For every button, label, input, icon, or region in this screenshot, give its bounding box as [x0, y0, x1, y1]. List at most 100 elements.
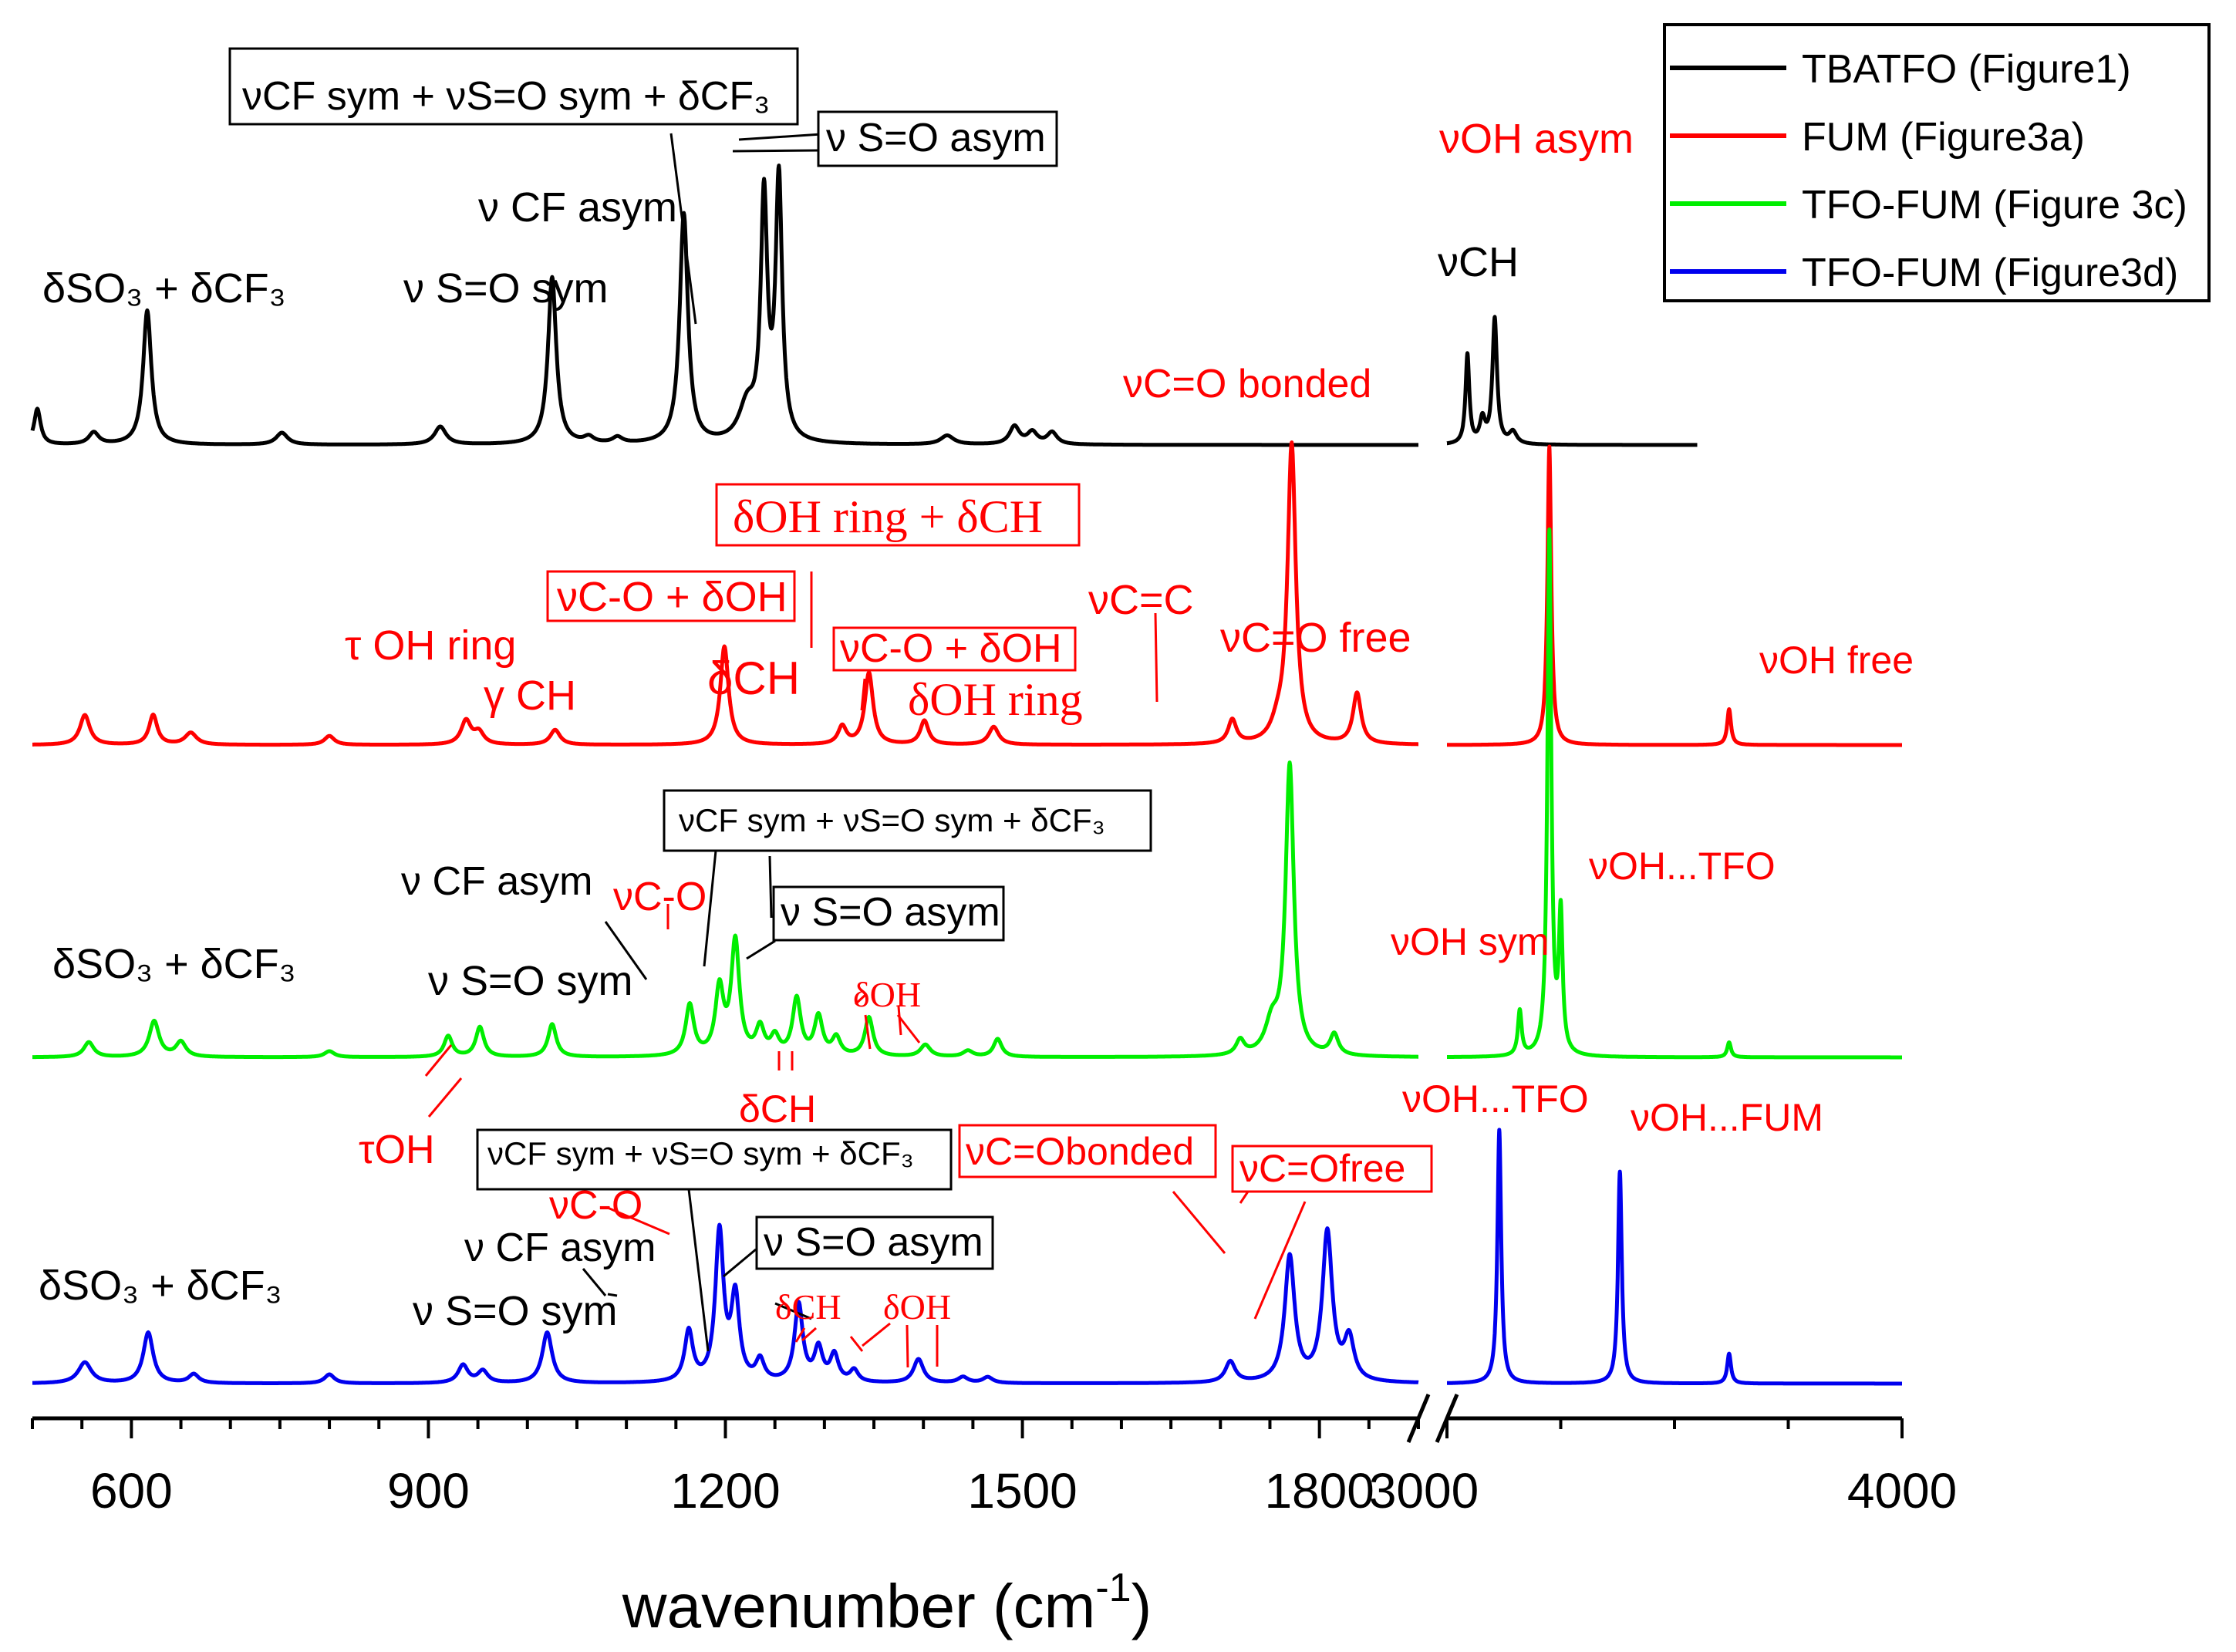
- annotation-35: νC-O: [549, 1183, 642, 1228]
- annotation-38: δSO₃ + δCF₃: [39, 1263, 282, 1309]
- annotation-text: νC=Ofree: [1239, 1147, 1405, 1190]
- annotation-text: ν CF asym: [401, 859, 592, 904]
- annotation-text: δOH ring + δCH: [733, 491, 1043, 542]
- annotation-text: ν CF asym: [464, 1226, 656, 1270]
- series-line-1-part-1: [30, 164, 1420, 447]
- leader-line: [669, 133, 697, 325]
- annotation-box: [832, 626, 1077, 672]
- annotation-19: νCF sym + νS=O sym + δCF₃: [663, 789, 1152, 852]
- annotation-text: δOH: [853, 975, 921, 1014]
- annotation-text: δCH: [707, 652, 800, 704]
- annotation-17: νC=O free: [1220, 615, 1411, 661]
- series-line-3-part-2: [1445, 528, 1904, 1060]
- leader-line: [1172, 1191, 1226, 1254]
- annotation-text: νC=Obonded: [966, 1130, 1194, 1173]
- leader-line: [703, 850, 717, 967]
- annotation-20: ν CF asym: [401, 859, 592, 904]
- tick-label-1800: 1800: [1264, 1463, 1374, 1519]
- annotation-leaders: [424, 133, 1307, 1368]
- annotation-box: [546, 570, 796, 622]
- leader-line: [854, 993, 867, 1006]
- leader-line: [794, 1327, 806, 1343]
- annotation-text: νOH...TFO: [1402, 1077, 1589, 1121]
- annotation-text: νC-O: [549, 1183, 642, 1228]
- annotation-21: νC-O: [613, 875, 707, 919]
- annotation-9: δOH ring + δCH: [715, 483, 1081, 547]
- leader-line: [723, 1248, 757, 1278]
- annotation-text: νOH free: [1759, 639, 1914, 682]
- annotation-31: νOH...FUM: [1631, 1096, 1823, 1139]
- annotation-box: [755, 1215, 994, 1270]
- series-line-1-part-2: [1445, 315, 1699, 447]
- annotation-text: δCH: [775, 1287, 841, 1327]
- annotation-text: νCF sym + νS=O sym + δCF₃: [242, 74, 770, 119]
- annotation-34: νC=Ofree: [1231, 1145, 1433, 1193]
- series-3: [31, 528, 1904, 1060]
- leader-line: [896, 1014, 921, 1043]
- leader-line: [746, 939, 776, 960]
- annotation-37: ν S=O asym: [755, 1215, 994, 1270]
- annotation-30: νOH...TFO: [1402, 1077, 1589, 1121]
- annotation-text: δCH: [739, 1087, 816, 1131]
- annotation-text: τOH: [359, 1128, 435, 1172]
- annotation-text: νCF sym + νS=O sym + δCF₃: [679, 802, 1105, 838]
- annotation-box: [715, 483, 1081, 547]
- leader-line: [424, 1044, 453, 1077]
- series-line-3-part-1: [31, 760, 1420, 1060]
- annotation-8: νC=O bonded: [1123, 362, 1371, 406]
- tick-label-900: 900: [387, 1463, 470, 1519]
- annotation-1: δSO₃ + δCF₃: [42, 265, 286, 312]
- leader-line: [864, 1014, 872, 1050]
- annotation-box: [476, 1128, 953, 1191]
- annotation-18: νOH free: [1759, 639, 1914, 682]
- annotation-22: ν S=O asym: [772, 885, 1005, 942]
- annotation-23: δSO₃ + δCF₃: [52, 941, 296, 987]
- annotation-33: νC=Obonded: [958, 1124, 1217, 1178]
- series-line-4-part-2: [1445, 1128, 1904, 1386]
- annotation-text: νOH sym: [1391, 920, 1550, 963]
- annotation-box: [663, 789, 1152, 852]
- leader-line: [607, 1206, 670, 1236]
- annotation-text: δSO₃ + δCF₃: [42, 265, 286, 312]
- spectra-layer: [30, 164, 1904, 1386]
- annotation-2: ν S=O sym: [403, 265, 609, 312]
- leader-line: [582, 1268, 607, 1296]
- annotation-27: τOH: [359, 1128, 435, 1172]
- annotation-25: δOH: [853, 975, 921, 1014]
- leader-line: [1154, 612, 1158, 703]
- annotation-text: ν S=O sym: [403, 265, 609, 312]
- annotation-box: [772, 885, 1005, 942]
- leader-line: [604, 921, 648, 980]
- annotation-26: δCH: [739, 1087, 816, 1131]
- leader-line: [906, 1324, 909, 1368]
- leader-line: [774, 1302, 812, 1320]
- legend-label-3: TFO-FUM (Figure 3c): [1802, 183, 2187, 228]
- leader-line: [738, 133, 822, 141]
- annotation-text: ν S=O asym: [764, 1220, 983, 1265]
- annotation-text: ν CF asym: [478, 184, 677, 231]
- annotation-3: ν CF asym: [478, 184, 677, 231]
- leader-line: [849, 1336, 864, 1352]
- annotation-5: ν S=O asym: [817, 110, 1058, 167]
- series-2: [31, 440, 1904, 747]
- annotation-15: δOH ring: [908, 674, 1083, 725]
- tick-label-1500: 1500: [967, 1463, 1077, 1519]
- annotation-12: γ CH: [484, 673, 576, 719]
- leader-line: [607, 1293, 618, 1297]
- annotation-text: δSO₃ + δCF₃: [39, 1263, 282, 1309]
- series-4: [31, 1128, 1904, 1386]
- annotation-text: νC-O: [613, 875, 707, 919]
- annotation-32: νCF sym + νS=O sym + δCF₃: [476, 1128, 953, 1191]
- leader-line: [687, 1188, 710, 1352]
- tick-label-4000: 4000: [1847, 1463, 1957, 1519]
- annotation-6: νCH: [1438, 239, 1519, 285]
- annotation-text: δSO₃ + δCF₃: [52, 941, 296, 987]
- annotation-text: γ CH: [484, 673, 576, 719]
- leader-line: [862, 1322, 891, 1347]
- annotation-box: [817, 110, 1058, 167]
- annotations-layer: δSO₃ + δCF₃ ν S=O sym ν CF asym νCF sym + ν…: [39, 47, 1914, 1334]
- legend-label-1: TBATFO (Figure1): [1802, 47, 2131, 92]
- annotation-text: ν S=O asym: [781, 890, 1000, 935]
